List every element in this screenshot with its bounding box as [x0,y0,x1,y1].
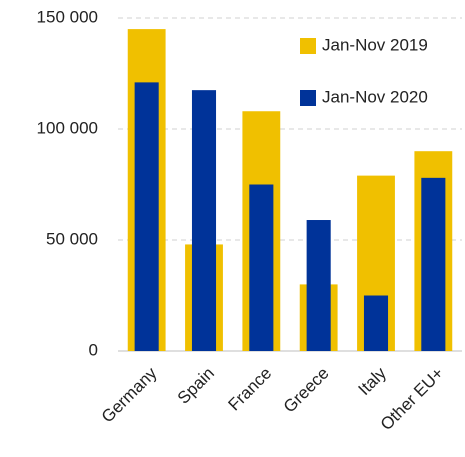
bar [363,295,389,351]
legend-swatch [300,90,316,106]
x-tick-label: France [224,364,275,415]
x-tick-label: Italy [355,363,391,399]
x-tick-label: Greece [280,364,333,417]
y-tick-label: 150 000 [37,7,98,26]
x-tick-label: Spain [174,364,218,408]
bar [306,220,331,351]
bar [134,82,159,351]
y-tick-label: 50 000 [46,229,98,248]
y-tick-label: 0 [89,340,98,359]
legend-swatch [300,38,316,54]
bar [421,177,446,351]
y-tick-label: 100 000 [37,118,98,137]
bar [191,90,217,352]
x-tick-label: Germany [98,363,161,426]
x-tick-label: Other EU+ [377,364,448,435]
bar [249,184,274,351]
legend-label: Jan-Nov 2020 [322,87,428,106]
legend-label: Jan-Nov 2019 [322,35,428,54]
